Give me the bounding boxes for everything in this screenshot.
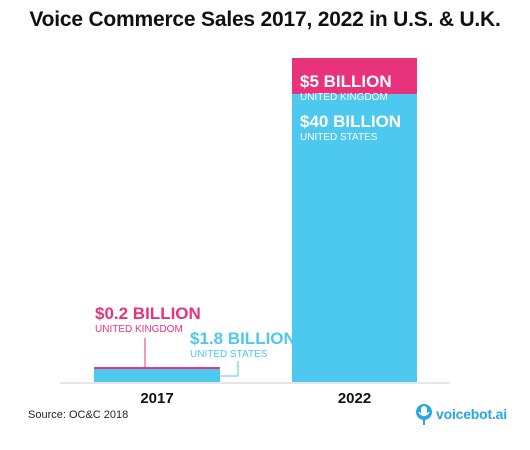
leader-line-us-2017	[221, 361, 239, 377]
bar-uk-2022	[292, 58, 417, 94]
voicebot-logo-icon	[416, 404, 432, 425]
label-us-name-2022: UNITED STATES	[300, 132, 378, 143]
label-us-value-2022: $40 BILLION	[300, 112, 401, 131]
bar-uk-2017	[94, 367, 220, 370]
source-note: Source: OC&C 2018	[28, 409, 129, 421]
chart-title: Voice Commerce Sales 2017, 2022 in U.S. …	[29, 8, 501, 31]
baseline	[60, 382, 450, 384]
x-tick-label-2022: 2022	[338, 390, 371, 407]
voicebot-brand-name: voicebot.ai	[436, 406, 507, 422]
x-tick-label-2017: 2017	[140, 390, 173, 407]
label-uk-value-2022: $5 BILLION	[300, 72, 392, 91]
label-us-value-2017: $1.8 BILLION	[190, 329, 296, 348]
label-uk-name-2022: UNITED KINGDOM	[300, 92, 388, 103]
voicebot-logo[interactable]: voicebot.ai	[410, 400, 520, 430]
bar-us-2022	[292, 94, 417, 382]
label-us-name-2017: UNITED STATES	[190, 349, 268, 360]
bar-us-2017	[94, 369, 220, 382]
label-uk-name-2017: UNITED KINGDOM	[95, 324, 183, 335]
label-uk-value-2017: $0.2 BILLION	[95, 304, 201, 323]
